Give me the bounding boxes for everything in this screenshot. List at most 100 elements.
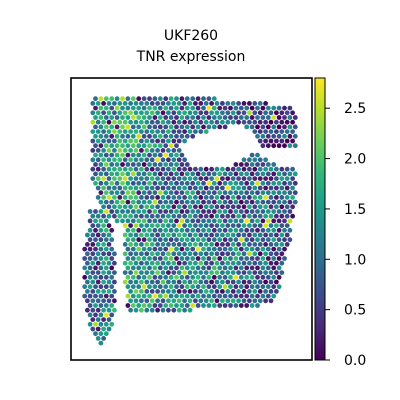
expression-spot — [255, 162, 260, 167]
expression-spot — [128, 213, 134, 219]
expression-spot — [147, 284, 152, 290]
expression-spot — [128, 110, 134, 116]
chart-subtitle: TNR expression — [136, 49, 246, 65]
expression-spot — [103, 237, 109, 243]
expression-spot — [182, 138, 188, 144]
expression-spot — [103, 312, 109, 318]
expression-spot — [290, 119, 295, 125]
expression-spot — [236, 270, 242, 275]
expression-spot — [265, 218, 271, 224]
expression-spot — [139, 289, 144, 294]
expression-spot — [174, 237, 179, 243]
expression-spot — [220, 213, 225, 219]
expression-spot — [160, 110, 166, 116]
expression-spot — [193, 289, 198, 294]
expression-spot — [144, 289, 150, 294]
expression-spot — [230, 270, 236, 275]
expression-spot — [101, 336, 106, 341]
expression-spot — [176, 119, 182, 125]
expression-spot — [139, 232, 144, 238]
expression-spot — [133, 223, 139, 229]
expression-spot — [95, 289, 101, 294]
expression-spot — [174, 162, 179, 167]
expression-spot — [144, 119, 150, 125]
expression-spot — [141, 303, 147, 308]
expression-spot — [209, 176, 215, 182]
expression-spot — [263, 101, 268, 106]
expression-spot — [203, 110, 209, 116]
expression-spot — [106, 157, 112, 163]
expression-spot — [98, 105, 104, 111]
expression-spot — [87, 312, 93, 318]
expression-spot — [193, 213, 198, 219]
expression-spot — [122, 195, 128, 200]
expression-spot — [193, 110, 198, 116]
expression-spot — [222, 246, 228, 252]
expression-spot — [201, 96, 206, 102]
expression-spot — [128, 129, 134, 135]
expression-spot — [95, 195, 101, 200]
expression-spot — [106, 185, 112, 191]
expression-spot — [122, 270, 128, 275]
expression-spot — [106, 260, 112, 266]
expression-spot — [166, 185, 171, 191]
expression-spot — [112, 270, 117, 275]
expression-spot — [128, 176, 134, 182]
expression-spot — [139, 110, 144, 116]
expression-spot — [209, 223, 215, 229]
expression-spot — [98, 284, 104, 290]
expression-spot — [106, 279, 112, 285]
expression-spot — [265, 293, 271, 299]
expression-spot — [184, 190, 190, 196]
expression-spot — [125, 199, 131, 205]
spots-layer — [82, 96, 298, 346]
expression-spot — [195, 115, 201, 120]
expression-spot — [176, 204, 182, 210]
expression-spot — [287, 199, 293, 205]
expression-spot — [274, 279, 279, 285]
expression-spot — [176, 195, 182, 200]
expression-spot — [95, 232, 101, 238]
expression-spot — [252, 101, 258, 106]
expression-spot — [287, 237, 293, 243]
expression-spot — [168, 246, 174, 252]
expression-spot — [122, 157, 128, 163]
expression-spot — [182, 298, 188, 304]
expression-spot — [265, 265, 271, 271]
expression-spot — [147, 227, 152, 233]
expression-spot — [268, 138, 274, 144]
expression-spot — [98, 265, 104, 271]
expression-spot — [203, 232, 209, 238]
expression-spot — [139, 251, 144, 257]
expression-spot — [179, 284, 185, 290]
expression-spot — [109, 143, 115, 149]
expression-spot — [93, 284, 98, 290]
expression-spot — [171, 101, 177, 106]
expression-spot — [133, 260, 139, 266]
expression-spot — [252, 185, 258, 191]
expression-spot — [141, 227, 147, 233]
expression-spot — [103, 133, 109, 139]
expression-spot — [149, 289, 155, 294]
expression-spot — [125, 218, 131, 224]
expression-spot — [244, 209, 250, 214]
expression-spot — [271, 190, 277, 196]
expression-spot — [252, 242, 258, 247]
expression-spot — [257, 289, 263, 294]
expression-spot — [247, 260, 252, 266]
expression-spot — [93, 152, 98, 158]
expression-spot — [247, 298, 252, 304]
expression-spot — [279, 242, 285, 247]
expression-spot — [236, 110, 242, 116]
expression-spot — [112, 204, 117, 210]
expression-spot — [228, 237, 233, 243]
expression-spot — [211, 293, 217, 299]
expression-spot — [222, 237, 228, 243]
expression-spot — [228, 171, 233, 177]
expression-spot — [198, 129, 204, 135]
expression-spot — [195, 124, 201, 130]
expression-spot — [265, 274, 271, 280]
expression-spot — [130, 293, 136, 299]
expression-spot — [274, 232, 279, 238]
expression-spot — [149, 307, 155, 313]
